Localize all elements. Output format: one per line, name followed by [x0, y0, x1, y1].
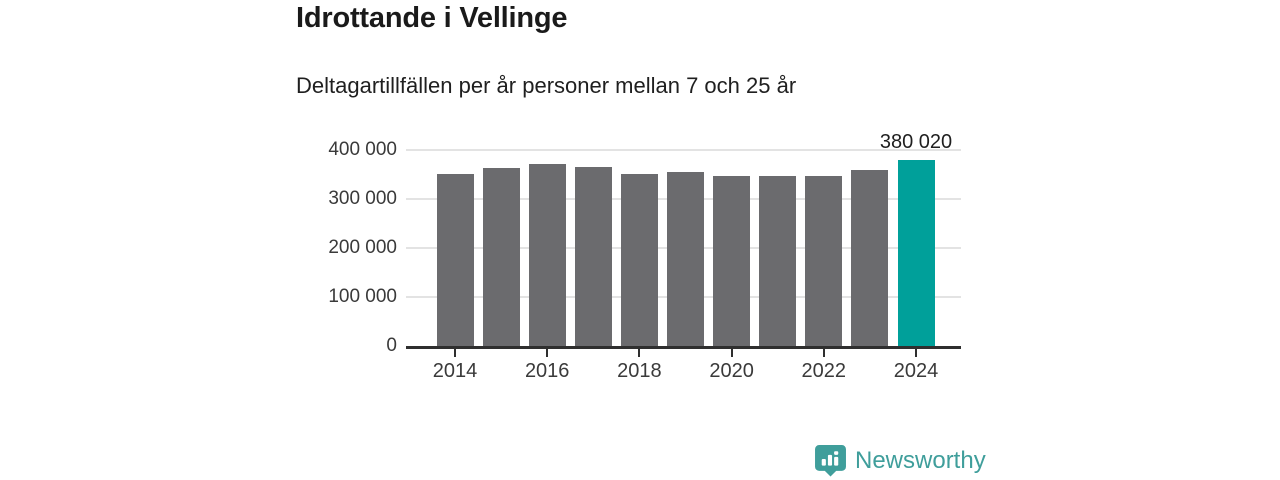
bar-2023	[851, 170, 889, 346]
y-axis-tick-label: 400 000	[328, 139, 397, 160]
newsworthy-logo: Newsworthy	[814, 444, 986, 477]
gridline	[406, 149, 961, 151]
bar-2021	[759, 175, 797, 346]
x-axis-tick-label: 2018	[617, 360, 662, 382]
bar-2017	[574, 166, 612, 346]
x-axis-tick	[638, 349, 641, 357]
x-axis-tick	[546, 349, 549, 357]
bar-2016	[528, 164, 566, 346]
y-axis-tick-label: 0	[386, 335, 397, 356]
bar-2018	[620, 173, 658, 346]
x-axis-tick	[730, 349, 733, 357]
bar-2022	[805, 175, 843, 346]
chart-subtitle: Deltagartillfällen per år personer mella…	[296, 73, 797, 98]
bar-chart-speech-bubble-icon	[814, 444, 847, 477]
x-axis-tick-label: 2022	[801, 360, 847, 382]
y-axis-tick-label: 300 000	[328, 188, 397, 209]
x-axis-tick	[915, 349, 917, 357]
y-axis-tick-label: 100 000	[328, 286, 397, 307]
x-axis-tick	[822, 349, 825, 357]
bar-2024	[897, 159, 935, 346]
bar-2019	[667, 172, 704, 346]
x-axis-tick-label: 2016	[524, 360, 570, 382]
x-axis-tick-label: 2014	[432, 360, 478, 382]
newsworthy-brand-text: Newsworthy	[855, 446, 986, 474]
x-axis-tick-label: 2024	[893, 360, 939, 382]
x-axis-tick	[454, 349, 456, 357]
bar-2020	[713, 176, 751, 346]
chart-title: Idrottande i Vellinge	[296, 2, 568, 34]
highlighted-bar-value-label: 380 020	[879, 130, 953, 153]
bar-2014	[436, 174, 474, 346]
x-axis-tick-label: 2020	[709, 360, 754, 382]
bar-2015	[482, 168, 520, 346]
x-axis-line	[406, 346, 961, 349]
y-axis-tick-label: 200 000	[328, 237, 397, 258]
